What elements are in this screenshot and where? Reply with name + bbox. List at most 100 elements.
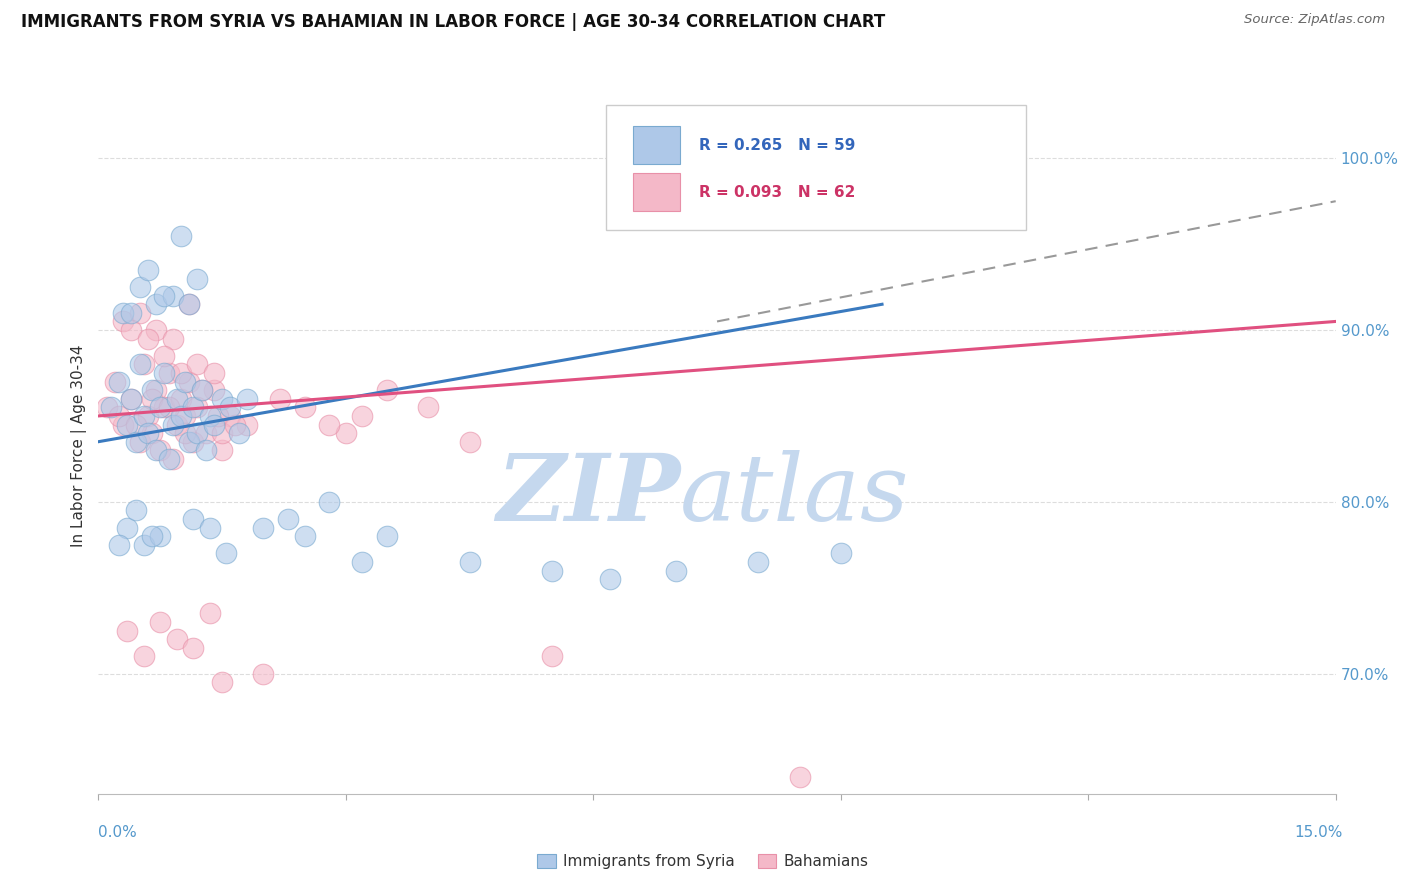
Point	[112, 314, 135, 328]
FancyBboxPatch shape	[606, 105, 1026, 230]
Point	[418, 401, 440, 415]
Point	[124, 503, 146, 517]
Point	[162, 451, 184, 466]
Point	[132, 538, 155, 552]
Point	[157, 366, 180, 380]
Point	[179, 297, 201, 311]
Point	[112, 306, 135, 320]
Text: IMMIGRANTS FROM SYRIA VS BAHAMIAN IN LABOR FORCE | AGE 30-34 CORRELATION CHART: IMMIGRANTS FROM SYRIA VS BAHAMIAN IN LAB…	[21, 13, 886, 31]
Point	[136, 409, 159, 423]
Point	[132, 409, 155, 423]
Point	[789, 770, 811, 784]
Point	[186, 358, 208, 372]
Point	[170, 366, 193, 380]
Point	[458, 434, 481, 449]
Point	[120, 392, 142, 406]
Point	[162, 417, 184, 432]
Point	[153, 366, 176, 380]
Point	[149, 615, 172, 629]
Legend: Immigrants from Syria, Bahamians: Immigrants from Syria, Bahamians	[531, 848, 875, 875]
Point	[149, 529, 172, 543]
Point	[236, 392, 259, 406]
Point	[141, 529, 163, 543]
Point	[219, 401, 242, 415]
Point	[153, 401, 176, 415]
Point	[352, 555, 374, 569]
Point	[128, 280, 150, 294]
Point	[124, 417, 146, 432]
Point	[194, 426, 217, 441]
Point	[108, 375, 131, 389]
Point	[117, 520, 139, 534]
Point	[181, 401, 204, 415]
Point	[141, 392, 163, 406]
Text: R = 0.265   N = 59: R = 0.265 N = 59	[699, 138, 855, 153]
Point	[108, 409, 131, 423]
Point	[170, 228, 193, 243]
Point	[166, 632, 188, 647]
Point	[128, 358, 150, 372]
Point	[179, 297, 201, 311]
Point	[145, 383, 167, 397]
Point	[207, 409, 229, 423]
Point	[830, 546, 852, 560]
Point	[186, 401, 208, 415]
Point	[112, 417, 135, 432]
Point	[100, 401, 122, 415]
Point	[294, 401, 316, 415]
Point	[145, 443, 167, 458]
FancyBboxPatch shape	[633, 126, 681, 164]
Point	[149, 443, 172, 458]
Point	[375, 383, 398, 397]
Point	[132, 358, 155, 372]
Point	[104, 375, 127, 389]
Point	[190, 383, 212, 397]
Point	[174, 426, 197, 441]
Point	[174, 409, 197, 423]
Point	[194, 443, 217, 458]
Point	[145, 323, 167, 337]
Point	[153, 349, 176, 363]
Point	[211, 443, 233, 458]
Point	[108, 538, 131, 552]
Point	[136, 426, 159, 441]
Point	[541, 564, 564, 578]
Text: 15.0%: 15.0%	[1295, 825, 1343, 840]
Point	[277, 512, 299, 526]
Point	[198, 409, 221, 423]
Point	[335, 426, 357, 441]
Point	[269, 392, 291, 406]
Point	[211, 392, 233, 406]
Point	[219, 409, 242, 423]
Point	[352, 409, 374, 423]
Point	[458, 555, 481, 569]
Y-axis label: In Labor Force | Age 30-34: In Labor Force | Age 30-34	[72, 344, 87, 548]
Point	[747, 555, 769, 569]
Point	[375, 529, 398, 543]
Point	[96, 401, 118, 415]
Point	[181, 640, 204, 655]
Point	[145, 297, 167, 311]
Point	[120, 392, 142, 406]
Point	[190, 383, 212, 397]
Point	[228, 426, 250, 441]
Point	[181, 512, 204, 526]
Point	[120, 323, 142, 337]
Point	[170, 409, 193, 423]
Point	[541, 649, 564, 664]
FancyBboxPatch shape	[633, 172, 681, 211]
Point	[211, 426, 233, 441]
Point	[252, 666, 274, 681]
Point	[117, 624, 139, 638]
Point	[174, 375, 197, 389]
Point	[236, 417, 259, 432]
Point	[128, 306, 150, 320]
Point	[149, 401, 172, 415]
Point	[124, 434, 146, 449]
Text: Source: ZipAtlas.com: Source: ZipAtlas.com	[1244, 13, 1385, 27]
Point	[157, 401, 180, 415]
Point	[198, 607, 221, 621]
Point	[211, 675, 233, 690]
Point	[153, 288, 176, 302]
Point	[181, 434, 204, 449]
